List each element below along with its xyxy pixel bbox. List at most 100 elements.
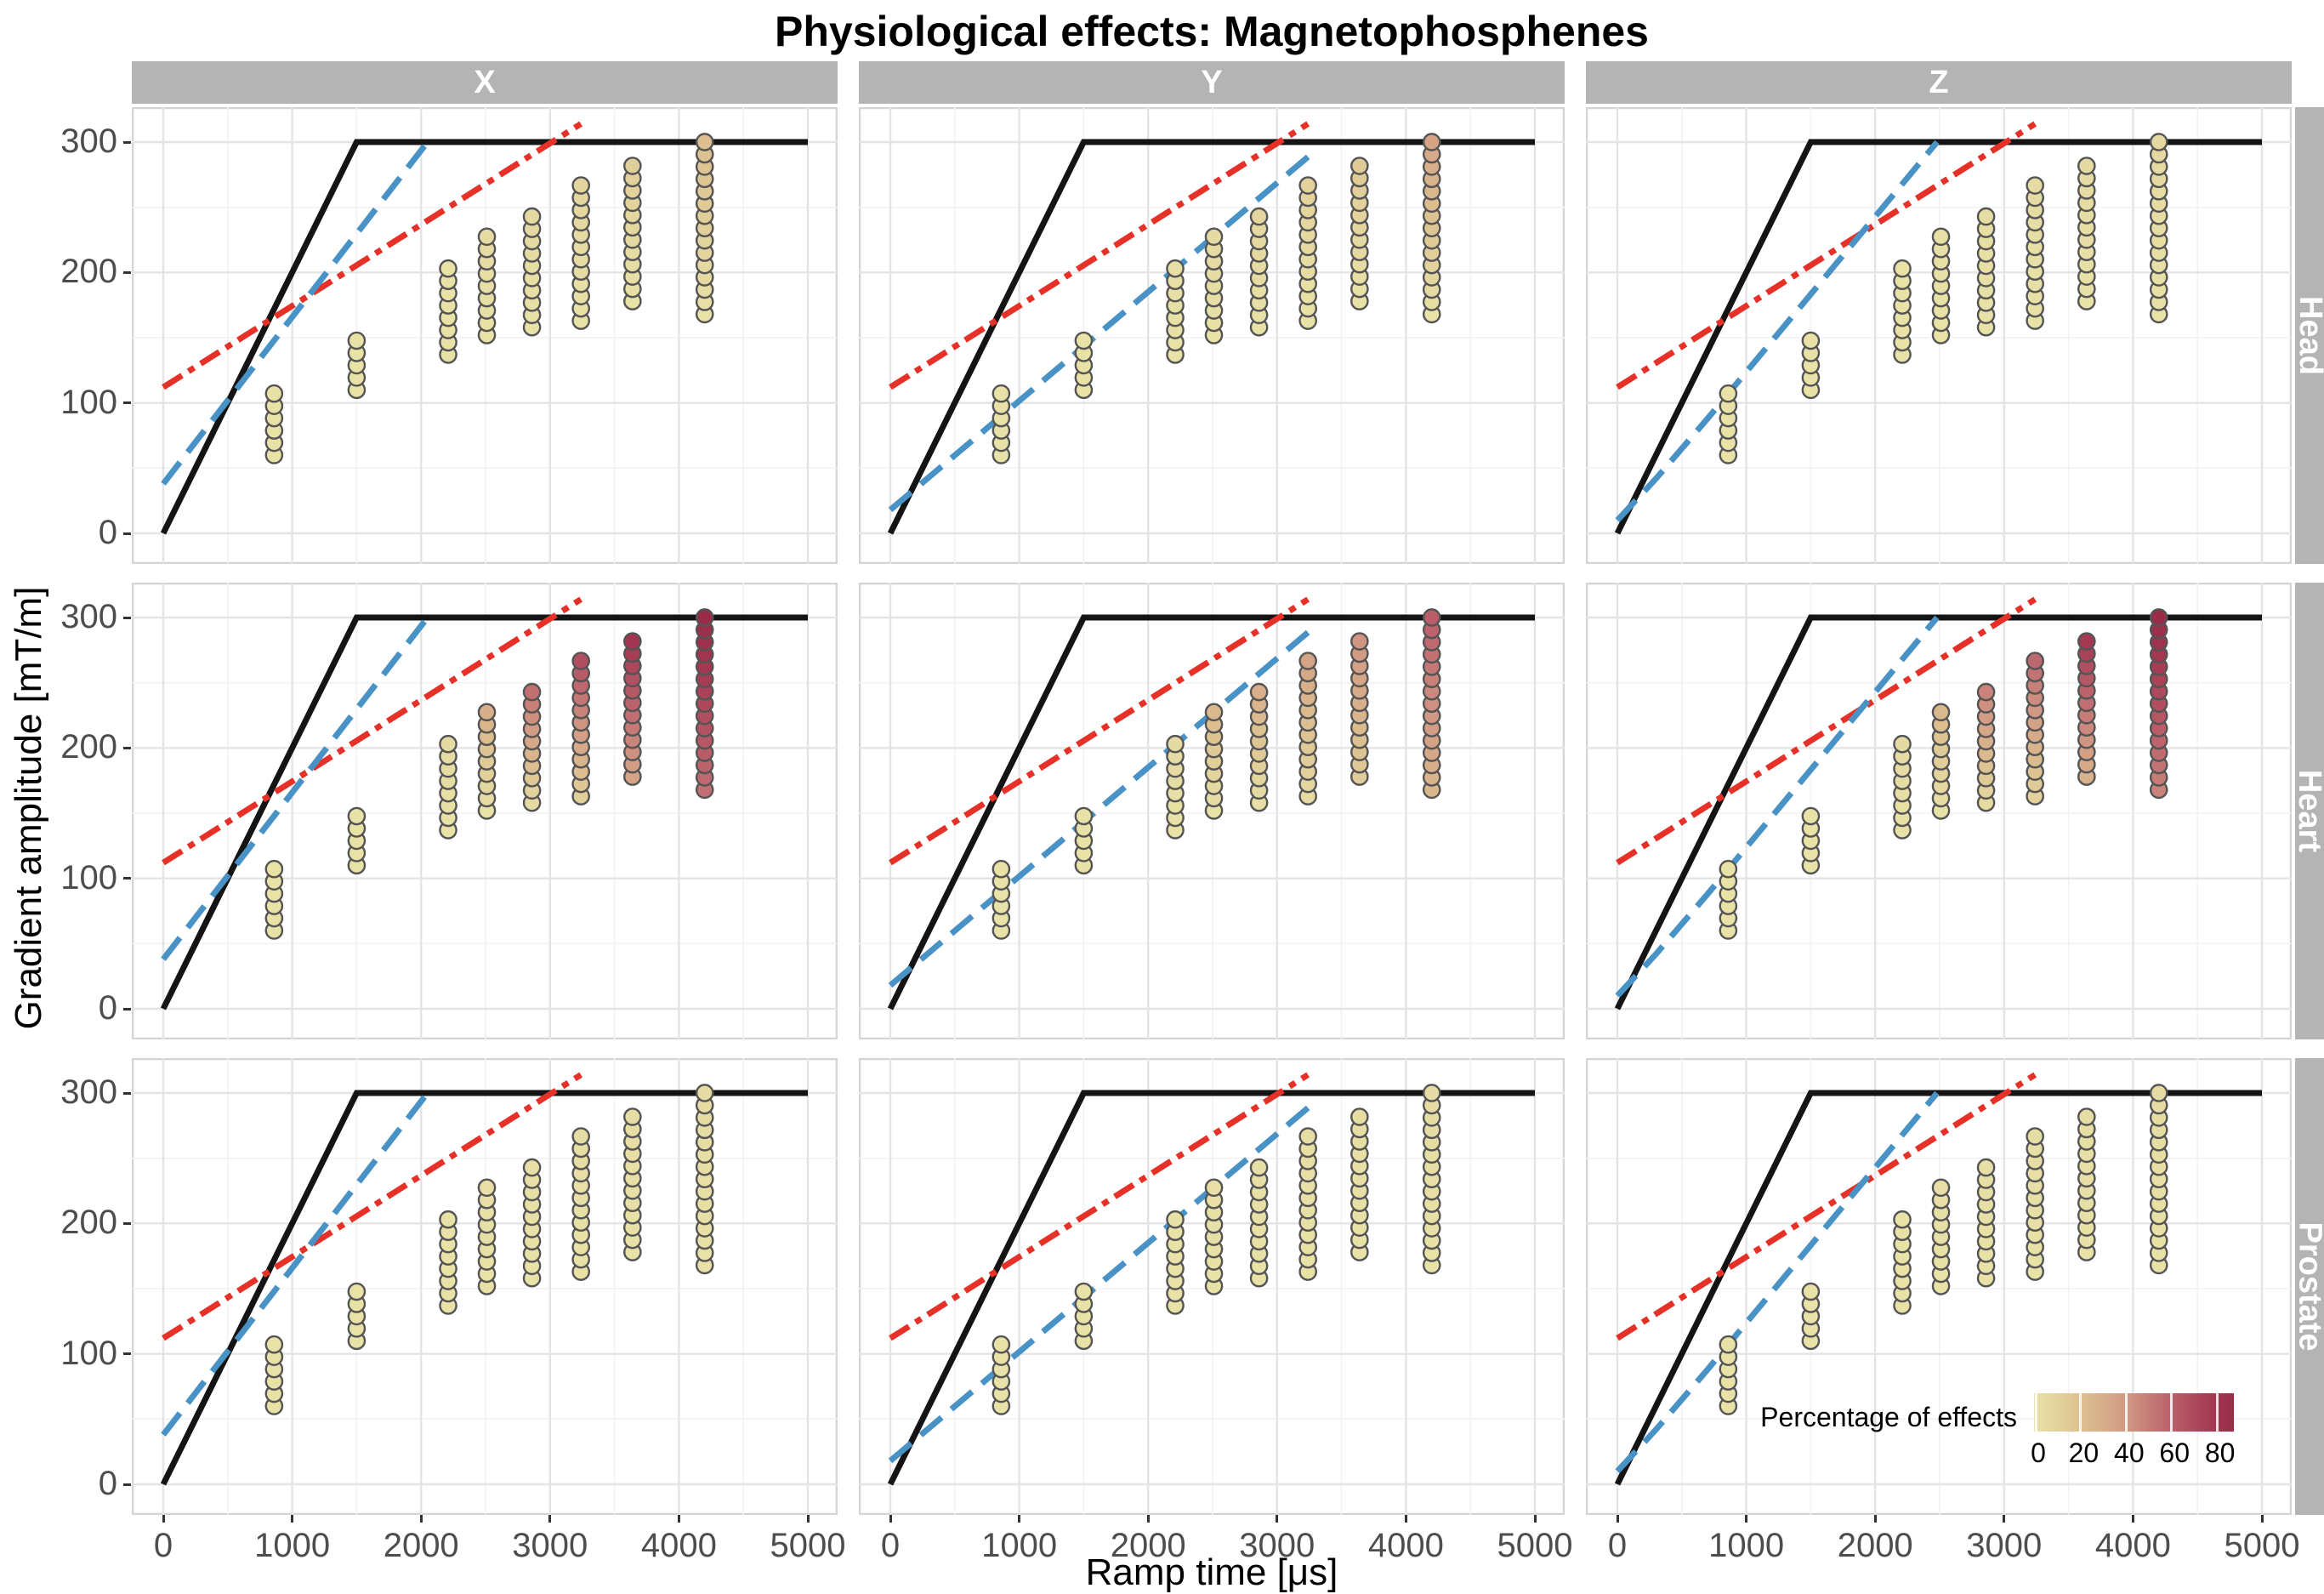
dot	[440, 736, 456, 752]
dot	[524, 208, 540, 225]
x-tick-mark	[1276, 1515, 1278, 1523]
x-tick-mark	[1405, 1515, 1407, 1523]
facet-column-label: Y	[1201, 65, 1222, 101]
x-tick-label: 5000	[2225, 1527, 2300, 1565]
dot	[2151, 1084, 2167, 1101]
y-tick-mark	[123, 1222, 131, 1225]
legend-tick-label: 80	[2205, 1437, 2236, 1469]
dot	[573, 177, 589, 193]
dot	[349, 333, 365, 349]
dot	[1351, 157, 1367, 174]
panel-head-z	[1586, 107, 2292, 564]
dot	[573, 652, 589, 669]
dot	[573, 1128, 589, 1144]
dot	[1300, 1128, 1316, 1144]
dot	[266, 1336, 282, 1352]
y-tick-label: 100	[24, 384, 117, 422]
legend-title: Percentage of effects	[1760, 1402, 2017, 1433]
y-tick-mark	[123, 401, 131, 404]
dot	[1351, 1108, 1367, 1124]
dot	[1351, 633, 1367, 649]
x-tick-label: 2000	[1111, 1527, 1186, 1565]
x-tick-mark	[548, 1515, 551, 1523]
dot	[1206, 704, 1222, 720]
dot	[1894, 1211, 1910, 1227]
dot	[1978, 208, 1994, 225]
dot	[1167, 260, 1183, 276]
dot	[2078, 157, 2094, 174]
dot	[1251, 208, 1267, 225]
dot	[624, 633, 640, 649]
dot	[2027, 1128, 2043, 1144]
y-tick-mark	[123, 877, 131, 880]
y-tick-label: 200	[24, 1204, 117, 1242]
dot	[1167, 1211, 1183, 1227]
y-tick-label: 300	[24, 1073, 117, 1112]
dot	[2027, 652, 2043, 669]
x-tick-label: 0	[1608, 1527, 1627, 1565]
dot	[1206, 229, 1222, 245]
panel-head-y	[859, 107, 1565, 564]
dot	[266, 385, 282, 401]
dot	[1803, 333, 1819, 349]
x-tick-label: 2000	[384, 1527, 459, 1565]
y-tick-label: 0	[24, 1465, 117, 1503]
facet-row-strip-prostate: Prostate	[2295, 1058, 2324, 1515]
dot	[1076, 1284, 1092, 1300]
y-axis-title: Gradient amplitude [mT/m]	[8, 587, 50, 1030]
panel-heart-y	[859, 583, 1565, 1039]
dot	[1894, 260, 1910, 276]
y-tick-label: 200	[24, 253, 117, 291]
x-tick-label: 5000	[770, 1527, 846, 1565]
x-tick-label: 0	[881, 1527, 900, 1565]
facet-row-strip-head: Head	[2295, 107, 2324, 564]
dot	[1300, 652, 1316, 669]
x-tick-mark	[162, 1515, 165, 1523]
dot	[1423, 609, 1440, 625]
chart-title: Physiological effects: Magnetophosphenes	[0, 7, 2324, 56]
legend-tick-label: 20	[2069, 1437, 2100, 1469]
dot	[2151, 609, 2167, 625]
dot	[624, 1108, 640, 1124]
dot	[1423, 134, 1440, 150]
panel-heart-x	[132, 583, 838, 1039]
legend-tick-mark	[2216, 1393, 2219, 1432]
dot	[2027, 177, 2043, 193]
x-tick-label: 2000	[1838, 1527, 1913, 1565]
dot	[440, 260, 456, 276]
dot	[993, 385, 1009, 401]
x-tick-mark	[420, 1515, 423, 1523]
dot	[1720, 1336, 1736, 1352]
dot	[524, 1159, 540, 1176]
dot	[479, 229, 495, 245]
panel-head-x	[132, 107, 838, 564]
x-tick-label: 0	[154, 1527, 173, 1565]
dot	[1076, 333, 1092, 349]
panel-prostate-y	[859, 1058, 1565, 1515]
facet-column-label: Z	[1929, 65, 1948, 101]
y-tick-label: 0	[24, 514, 117, 552]
legend-colorbar	[2034, 1393, 2234, 1432]
dot	[1933, 1180, 1949, 1196]
y-tick-label: 300	[24, 598, 117, 636]
legend-tick-mark	[2079, 1393, 2082, 1432]
x-tick-mark	[889, 1515, 892, 1523]
y-tick-mark	[123, 1483, 131, 1486]
dot	[1720, 385, 1736, 401]
facet-column-label: X	[474, 65, 495, 101]
x-tick-mark	[2003, 1515, 2005, 1523]
x-tick-label: 3000	[512, 1527, 588, 1565]
dot	[2151, 134, 2167, 150]
x-tick-label: 1000	[1708, 1527, 1784, 1565]
dot	[2078, 633, 2094, 649]
legend-tick-mark	[2035, 1393, 2037, 1432]
y-tick-label: 300	[24, 122, 117, 161]
x-tick-mark	[1745, 1515, 1747, 1523]
y-tick-mark	[123, 747, 131, 749]
y-tick-mark	[123, 141, 131, 144]
y-tick-label: 100	[24, 1335, 117, 1373]
x-tick-label: 5000	[1497, 1527, 1573, 1565]
x-tick-mark	[2261, 1515, 2264, 1523]
